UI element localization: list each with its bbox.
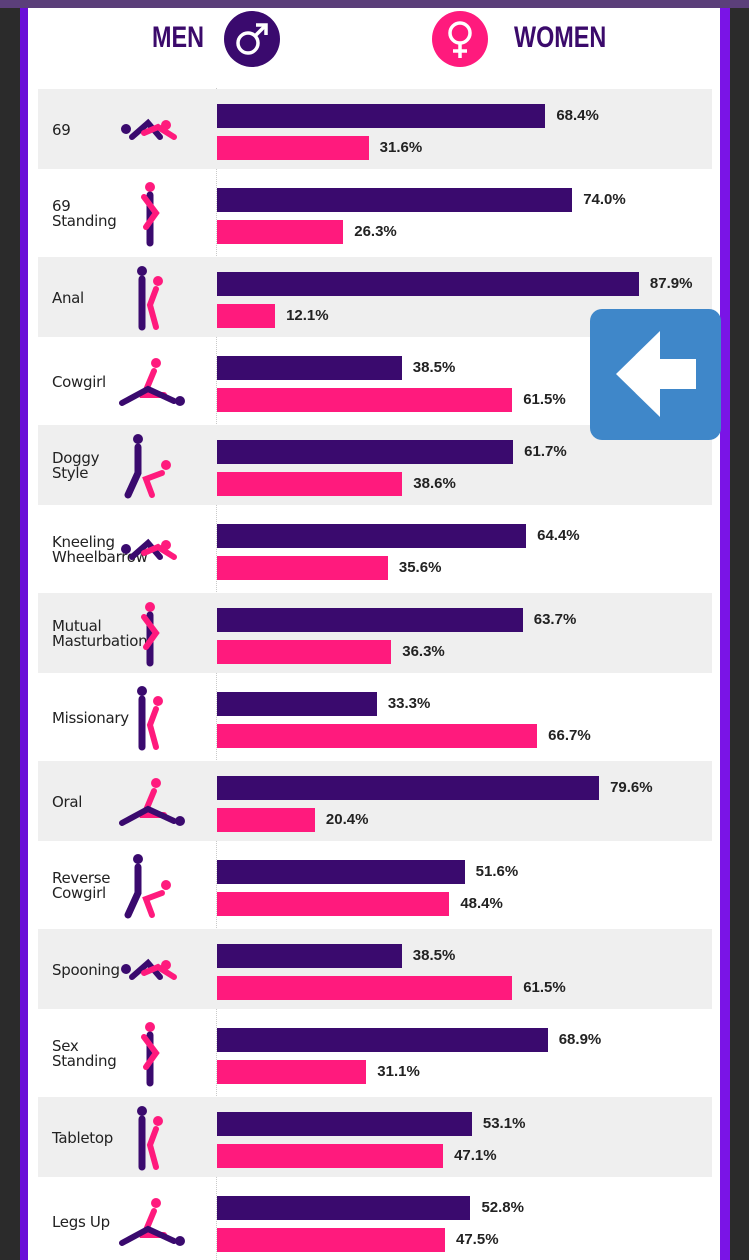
women-value-label: 31.6%	[379, 139, 423, 156]
men-value-label: 63.7%	[533, 611, 577, 628]
women-value-label: 66.7%	[548, 727, 591, 744]
women-value-label: 47.1%	[454, 1147, 497, 1164]
women-value-label: 38.6%	[413, 475, 456, 492]
women-bar	[217, 808, 315, 832]
position-figure-icon	[141, 1022, 160, 1087]
men-value-label: 51.6%	[475, 863, 519, 880]
category-label: Cowgirl	[52, 373, 106, 391]
women-bar	[217, 556, 388, 580]
men-bar	[217, 104, 546, 128]
women-bar	[217, 472, 403, 496]
women-bar	[217, 892, 450, 916]
position-figure-icon	[137, 686, 163, 751]
bar-chart: 69 68.4% 31.6% 69 Standing 74.0% 26.3% Anal …	[28, 8, 720, 1260]
men-value-label: 79.6%	[610, 779, 653, 796]
axis-divider	[216, 88, 217, 1260]
men-bar	[217, 860, 465, 884]
category-label: Tabletop	[52, 1129, 113, 1147]
men-bar	[217, 692, 377, 716]
women-value-label: 48.4%	[460, 895, 503, 912]
women-bar	[217, 304, 276, 328]
position-figure-icon	[119, 358, 185, 406]
position-figure-icon	[121, 118, 177, 140]
category-label: 69	[52, 121, 71, 139]
category-label: Missionary	[52, 709, 129, 727]
women-bar	[217, 1060, 367, 1084]
men-bar	[217, 776, 600, 800]
men-value-label: 61.7%	[524, 443, 567, 460]
women-value-label: 47.5%	[456, 1231, 499, 1248]
category-label: Spooning	[52, 961, 120, 979]
men-value-label: 33.3%	[387, 695, 431, 712]
men-value-label: 87.9%	[649, 275, 693, 292]
men-value-label: 38.5%	[412, 359, 456, 376]
women-bar	[217, 976, 513, 1000]
position-figure-icon	[141, 602, 160, 667]
category-label: Anal	[52, 289, 84, 307]
men-bar	[217, 1196, 471, 1220]
women-bar	[217, 1228, 445, 1252]
category-label: Legs Up	[52, 1213, 110, 1231]
men-bar	[217, 944, 402, 968]
left-accent-strip	[20, 8, 28, 1260]
category-label: Mutual Masturbation	[52, 617, 148, 650]
infographic-panel: MEN WOMEN 69 68.4% 31.6% 69 Standing 74.0%…	[28, 8, 720, 1260]
legend-women-label: WOMEN	[514, 21, 607, 54]
men-value-label: 38.5%	[412, 947, 456, 964]
men-value-label: 68.4%	[556, 107, 599, 124]
women-value-label: 12.1%	[286, 307, 329, 324]
right-accent-strip	[720, 8, 730, 1260]
men-value-label: 68.9%	[558, 1031, 602, 1048]
women-value-label: 61.5%	[523, 979, 566, 996]
women-bar	[217, 724, 538, 748]
top-status-bar	[0, 0, 749, 8]
right-frame	[720, 8, 749, 1260]
men-value-label: 53.1%	[482, 1115, 526, 1132]
category-label: Sex Standing	[52, 1037, 117, 1070]
women-value-label: 26.3%	[354, 223, 397, 240]
women-value-label: 61.5%	[523, 391, 566, 408]
female-symbol-icon	[432, 11, 488, 67]
position-figure-icon	[119, 1198, 185, 1246]
category-label: 69 Standing	[52, 197, 117, 230]
position-figure-icon	[121, 538, 177, 560]
category-label: Doggy Style	[52, 449, 100, 482]
left-frame	[0, 8, 28, 1260]
women-bar	[217, 388, 513, 412]
women-value-label: 35.6%	[398, 559, 442, 576]
men-bar	[217, 188, 573, 212]
men-value-label: 64.4%	[537, 527, 580, 544]
position-figure-icon	[124, 434, 171, 499]
position-figure-icon	[124, 854, 171, 919]
male-symbol-icon	[224, 11, 280, 67]
women-value-label: 36.3%	[402, 643, 445, 660]
men-value-label: 74.0%	[583, 191, 626, 208]
women-bar	[217, 1144, 444, 1168]
position-figure-icon	[119, 778, 185, 826]
women-bar	[217, 220, 344, 244]
men-bar	[217, 356, 402, 380]
position-figure-icon	[137, 266, 163, 331]
category-label: Reverse Cowgirl	[52, 869, 111, 902]
category-label: Oral	[52, 793, 83, 811]
men-bar	[217, 440, 514, 464]
men-value-label: 52.8%	[481, 1199, 524, 1216]
position-figure-icon	[141, 182, 160, 247]
women-bar	[217, 640, 392, 664]
women-value-label: 20.4%	[325, 811, 369, 828]
position-figure-icon	[137, 1106, 163, 1171]
women-bar	[217, 136, 369, 160]
position-figure-icon	[121, 958, 177, 980]
arrow-left-icon	[616, 331, 696, 417]
women-value-label: 31.1%	[377, 1063, 420, 1080]
legend-men-label: MEN	[152, 21, 205, 54]
men-bar	[217, 272, 639, 296]
men-bar	[217, 1112, 472, 1136]
men-bar	[217, 1028, 548, 1052]
back-button[interactable]	[590, 309, 721, 440]
men-bar	[217, 608, 523, 632]
men-bar	[217, 524, 527, 548]
